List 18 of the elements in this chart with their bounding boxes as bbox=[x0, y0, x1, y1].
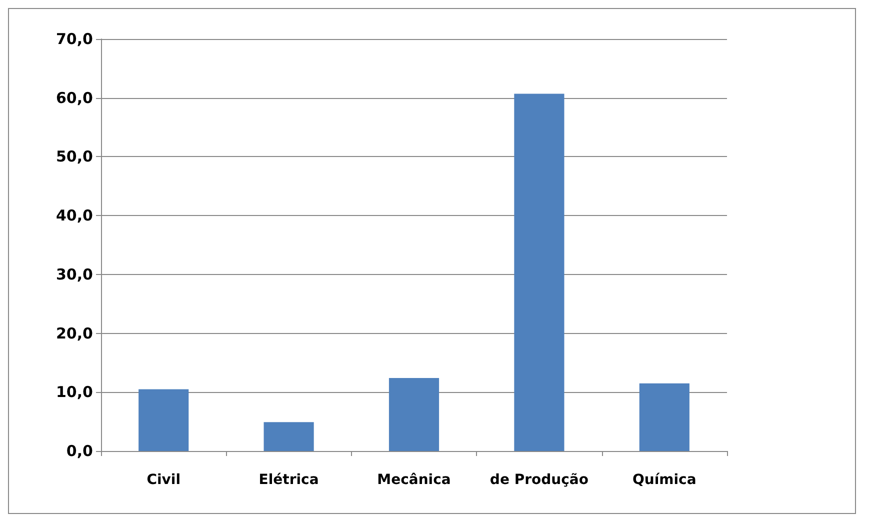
y-tick-label: 30,0 bbox=[56, 265, 93, 284]
y-tick-label: 0,0 bbox=[66, 442, 93, 460]
x-tick-label: Civil bbox=[146, 472, 180, 488]
bar bbox=[514, 94, 564, 451]
y-tick-label: 20,0 bbox=[56, 324, 93, 342]
x-tick-label: Química bbox=[632, 472, 696, 488]
bar bbox=[639, 383, 690, 451]
y-tick-label: 70,0 bbox=[56, 30, 93, 48]
x-tick-label: Mecânica bbox=[377, 472, 451, 488]
y-tick-label: 10,0 bbox=[56, 383, 93, 402]
x-tick-label: de Produção bbox=[490, 472, 589, 488]
y-tick-label: 40,0 bbox=[56, 206, 93, 225]
y-tick-label: 50,0 bbox=[56, 148, 93, 166]
bar bbox=[264, 422, 314, 451]
x-tick-label: Elétrica bbox=[258, 472, 319, 488]
bar bbox=[388, 378, 440, 451]
bar bbox=[138, 389, 189, 451]
y-tick-label: 60,0 bbox=[56, 88, 93, 107]
